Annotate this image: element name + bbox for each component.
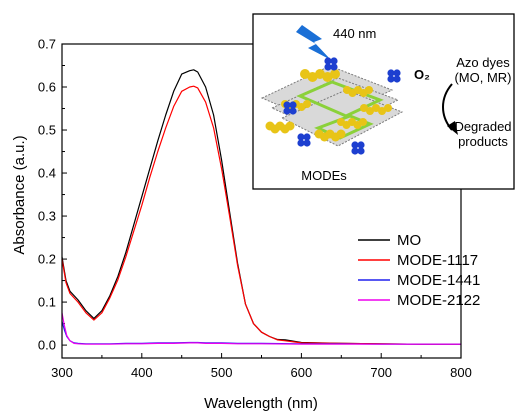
x-tick-label-1: 400 xyxy=(131,365,153,380)
y-tick-label-4: 0.4 xyxy=(38,166,56,181)
nitrogen-atom xyxy=(330,63,338,71)
inset-schematic: 440 nm MODEs O₂ Azo dyes (MO, MR) Degrad… xyxy=(252,13,515,190)
oxidant-label: O₂ xyxy=(414,67,430,82)
nitrogen-atom xyxy=(297,133,305,141)
arrow-head-icon xyxy=(447,121,458,135)
nitrogen-atom xyxy=(303,139,311,147)
y-tick-label-7: 0.7 xyxy=(38,37,56,52)
nitrogen-atom xyxy=(289,101,297,109)
legend-label-0: MO xyxy=(397,232,421,249)
nitrogen-atom xyxy=(289,107,297,115)
sulfur-atom xyxy=(285,121,295,131)
sulfur-atom xyxy=(322,72,333,82)
x-axis-title: Wavelength (nm) xyxy=(204,395,318,412)
dye-label-line1: Azo dyes xyxy=(456,55,510,70)
green-ligand xyxy=(296,80,384,118)
legend-label-3: MODE-2122 xyxy=(397,292,480,309)
nitrogen-atom xyxy=(297,139,305,147)
product-label-line2: products xyxy=(458,134,508,149)
sulfur-atom xyxy=(315,69,325,79)
dye-label-line2: (MO, MR) xyxy=(454,70,511,85)
legend: MO MODE-1117 MODE-1441 MODE-2122 xyxy=(358,232,480,309)
nitrogen-atom xyxy=(393,75,401,83)
series-line-1 xyxy=(61,85,461,345)
sulfur-atom xyxy=(384,104,392,112)
nitrogen-atom xyxy=(393,69,401,77)
wavelength-label: 440 nm xyxy=(333,26,376,41)
sulfur-atom xyxy=(378,107,386,115)
nitrogen-atom xyxy=(357,147,365,155)
y-tick-label-0: 0.0 xyxy=(38,338,56,353)
nitrogen-atom xyxy=(357,141,365,149)
x-tick-label-2: 500 xyxy=(211,365,233,380)
x-tick-label-3: 600 xyxy=(291,365,313,380)
nitrogen-atom xyxy=(324,63,332,71)
tick-labels: 300 400 500 600 700 800 0.0 0.1 0.2 0.3 0.4 0.5 0.6 0… xyxy=(38,37,472,381)
y-tick-label-2: 0.2 xyxy=(38,252,56,267)
nitrogen-atom xyxy=(387,69,395,77)
sulfur-atom xyxy=(303,100,311,108)
y-tick-label-3: 0.3 xyxy=(38,209,56,224)
sulfur-atom xyxy=(300,69,310,79)
y-tick-label-6: 0.6 xyxy=(38,80,56,95)
nitrogen-atom xyxy=(324,57,332,65)
sulfur-atom xyxy=(336,129,346,139)
sulfur-atom xyxy=(372,104,380,112)
nitrogen-atom xyxy=(387,75,395,83)
sulfur-atom xyxy=(365,86,373,94)
legend-label-2: MODE-1441 xyxy=(397,272,480,289)
mode-label: MODEs xyxy=(301,168,347,183)
series-lines xyxy=(61,69,461,345)
nitrogen-atom xyxy=(351,147,359,155)
nitrogen-atom xyxy=(283,101,291,109)
y-tick-label-1: 0.1 xyxy=(38,295,56,310)
nitrogen-atom xyxy=(303,133,311,141)
product-label-line1: Degraded xyxy=(454,119,511,134)
nitrogen-atom xyxy=(351,141,359,149)
sulfur-atom xyxy=(330,69,340,79)
mode-sheet-illustration xyxy=(260,57,404,155)
x-tick-label-5: 800 xyxy=(450,365,472,380)
x-tick-label-0: 300 xyxy=(51,365,73,380)
nitrogen-atom xyxy=(330,57,338,65)
series-line-3 xyxy=(61,312,461,345)
y-axis-title: Absorbance (a.u.) xyxy=(11,135,28,254)
x-tick-label-4: 700 xyxy=(370,365,392,380)
sulfur-atom xyxy=(307,72,318,82)
legend-label-1: MODE-1117 xyxy=(397,252,478,269)
sulfur-atom xyxy=(366,107,374,115)
sulfur-atom xyxy=(360,104,368,112)
sulfur-atom xyxy=(359,118,367,126)
lightning-icon xyxy=(296,25,331,60)
nitrogen-atom xyxy=(283,107,291,115)
y-tick-label-5: 0.5 xyxy=(38,123,56,138)
